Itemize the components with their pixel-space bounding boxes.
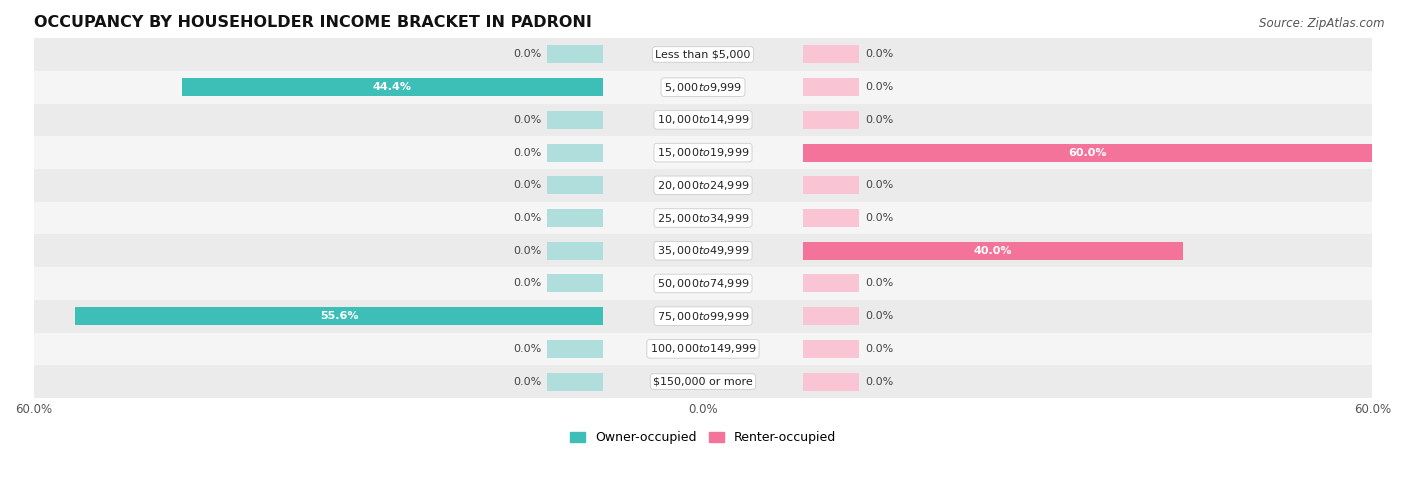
Bar [34,136,1372,169]
Bar [803,78,859,96]
Bar [803,46,859,64]
Text: 0.0%: 0.0% [513,148,541,157]
Text: $5,000 to $9,999: $5,000 to $9,999 [664,81,742,94]
Bar [803,275,859,293]
Bar [34,234,1372,267]
Text: 44.4%: 44.4% [373,82,412,92]
Text: 0.0%: 0.0% [513,377,541,386]
Bar [34,104,1372,136]
Bar [34,169,1372,202]
Bar [547,143,603,162]
Bar [803,143,1372,162]
Text: $50,000 to $74,999: $50,000 to $74,999 [657,277,749,290]
Bar [803,307,859,325]
Text: $100,000 to $149,999: $100,000 to $149,999 [650,342,756,355]
Text: Source: ZipAtlas.com: Source: ZipAtlas.com [1260,17,1385,30]
Text: OCCUPANCY BY HOUSEHOLDER INCOME BRACKET IN PADRONI: OCCUPANCY BY HOUSEHOLDER INCOME BRACKET … [34,15,592,30]
Text: $20,000 to $24,999: $20,000 to $24,999 [657,179,749,192]
Text: 0.0%: 0.0% [865,278,893,289]
Text: 0.0%: 0.0% [865,344,893,354]
Bar [181,78,603,96]
Text: 0.0%: 0.0% [865,82,893,92]
Bar [803,373,859,391]
Bar [803,111,859,129]
Text: 0.0%: 0.0% [513,246,541,256]
Text: 0.0%: 0.0% [865,180,893,191]
Text: 0.0%: 0.0% [865,213,893,223]
Text: $75,000 to $99,999: $75,000 to $99,999 [657,310,749,323]
Text: Less than $5,000: Less than $5,000 [655,50,751,59]
Bar [547,209,603,227]
Bar [34,365,1372,398]
Text: $35,000 to $49,999: $35,000 to $49,999 [657,244,749,257]
Text: 0.0%: 0.0% [865,50,893,59]
Bar [34,202,1372,234]
Text: $10,000 to $14,999: $10,000 to $14,999 [657,113,749,126]
Bar [547,46,603,64]
Text: 0.0%: 0.0% [513,180,541,191]
Bar [547,176,603,194]
Text: 0.0%: 0.0% [865,377,893,386]
Bar [803,340,859,358]
Bar [547,340,603,358]
Bar [76,307,603,325]
Bar [34,38,1372,71]
Text: $25,000 to $34,999: $25,000 to $34,999 [657,211,749,225]
Bar [803,209,859,227]
Text: $15,000 to $19,999: $15,000 to $19,999 [657,146,749,159]
Text: 0.0%: 0.0% [865,115,893,125]
Text: 0.0%: 0.0% [513,344,541,354]
Bar [34,332,1372,365]
Bar [547,242,603,260]
Text: 0.0%: 0.0% [513,278,541,289]
Bar [34,300,1372,332]
Bar [547,373,603,391]
Text: 60.0%: 60.0% [1069,148,1107,157]
Bar [34,267,1372,300]
Text: 40.0%: 40.0% [974,246,1012,256]
Bar [34,71,1372,104]
Bar [803,242,1182,260]
Bar [803,176,859,194]
Bar [547,111,603,129]
Bar [547,275,603,293]
Text: 0.0%: 0.0% [513,213,541,223]
Text: $150,000 or more: $150,000 or more [654,377,752,386]
Text: 0.0%: 0.0% [513,50,541,59]
Text: 0.0%: 0.0% [865,311,893,321]
Legend: Owner-occupied, Renter-occupied: Owner-occupied, Renter-occupied [565,426,841,449]
Text: 55.6%: 55.6% [319,311,359,321]
Text: 0.0%: 0.0% [513,115,541,125]
